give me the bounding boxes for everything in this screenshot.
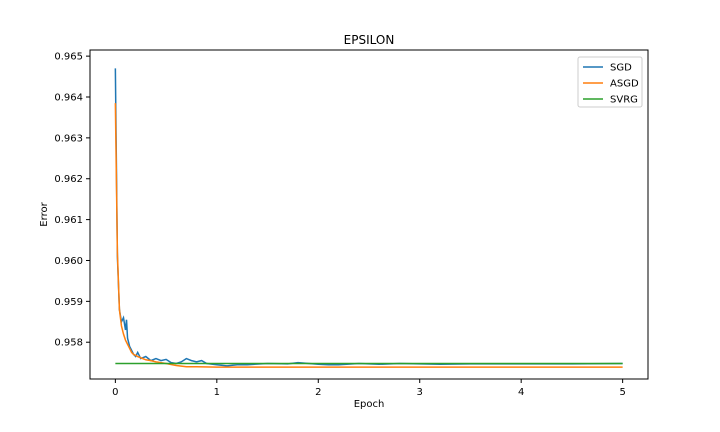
y-axis-label: Error	[39, 201, 50, 226]
x-tick-label: 0	[112, 387, 118, 398]
y-tick-label: 0.959	[54, 297, 83, 308]
y-tick-label: 0.961	[54, 215, 83, 226]
chart-title: EPSILON	[344, 33, 395, 47]
x-axis-ticks: 0 1 2 3 4 5	[112, 379, 626, 398]
y-tick-label: 0.963	[54, 133, 83, 144]
y-tick-label: 0.962	[54, 174, 83, 185]
series-layer	[114, 68, 623, 368]
x-tick-label: 2	[315, 387, 321, 398]
x-tick-label: 4	[518, 387, 524, 398]
series-line-asgd	[114, 103, 623, 368]
y-tick-label: 0.960	[54, 256, 83, 267]
x-axis-label: Epoch	[354, 399, 385, 410]
x-tick-label: 3	[417, 387, 423, 398]
y-tick-label: 0.964	[54, 93, 83, 104]
legend-label-svrg: SVRG	[610, 95, 638, 106]
y-tick-label: 0.965	[54, 52, 83, 63]
legend-label-asgd: ASGD	[610, 79, 639, 90]
legend-label-sgd: SGD	[610, 63, 632, 74]
y-tick-label: 0.958	[54, 338, 83, 349]
y-axis-ticks: 0.958 0.959 0.960 0.961 0.962 0.963 0.964 0.965	[54, 52, 90, 349]
x-tick-label: 1	[214, 387, 220, 398]
legend-box	[577, 56, 643, 108]
legend: SGD ASGD SVRG	[577, 56, 643, 108]
plot-frame	[89, 49, 649, 380]
series-line-sgd	[114, 68, 623, 367]
x-tick-label: 5	[619, 387, 625, 398]
